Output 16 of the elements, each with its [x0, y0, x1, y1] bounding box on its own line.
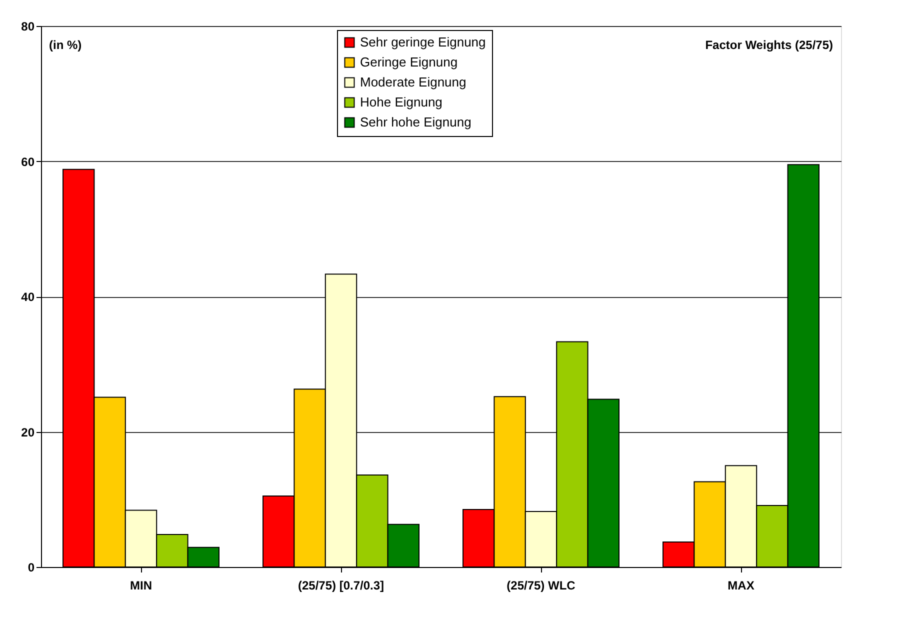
x-tick-label: (25/75) WLC — [506, 578, 576, 592]
legend-label: Moderate Eignung — [360, 74, 466, 90]
x-tick-label: (25/75) [0.7/0.3] — [298, 578, 384, 592]
y-tick-label: 20 — [21, 425, 35, 440]
annotation: (in %) — [49, 38, 82, 52]
annotation: Factor Weights (25/75) — [705, 38, 833, 52]
x-tick-label: MIN — [130, 578, 152, 592]
legend-label: Hohe Eignung — [360, 94, 442, 110]
y-tick-label: 80 — [21, 20, 35, 34]
y-tick-label: 40 — [21, 290, 35, 304]
y-tick-label: 0 — [28, 560, 35, 574]
legend-label: Sehr geringe Eignung — [360, 34, 486, 50]
legend-label: Geringe Eignung — [360, 54, 458, 70]
x-tick-label: MAX — [728, 578, 754, 592]
legend-label: Sehr hohe Eignung — [360, 114, 472, 130]
y-tick-label: 60 — [21, 154, 35, 169]
